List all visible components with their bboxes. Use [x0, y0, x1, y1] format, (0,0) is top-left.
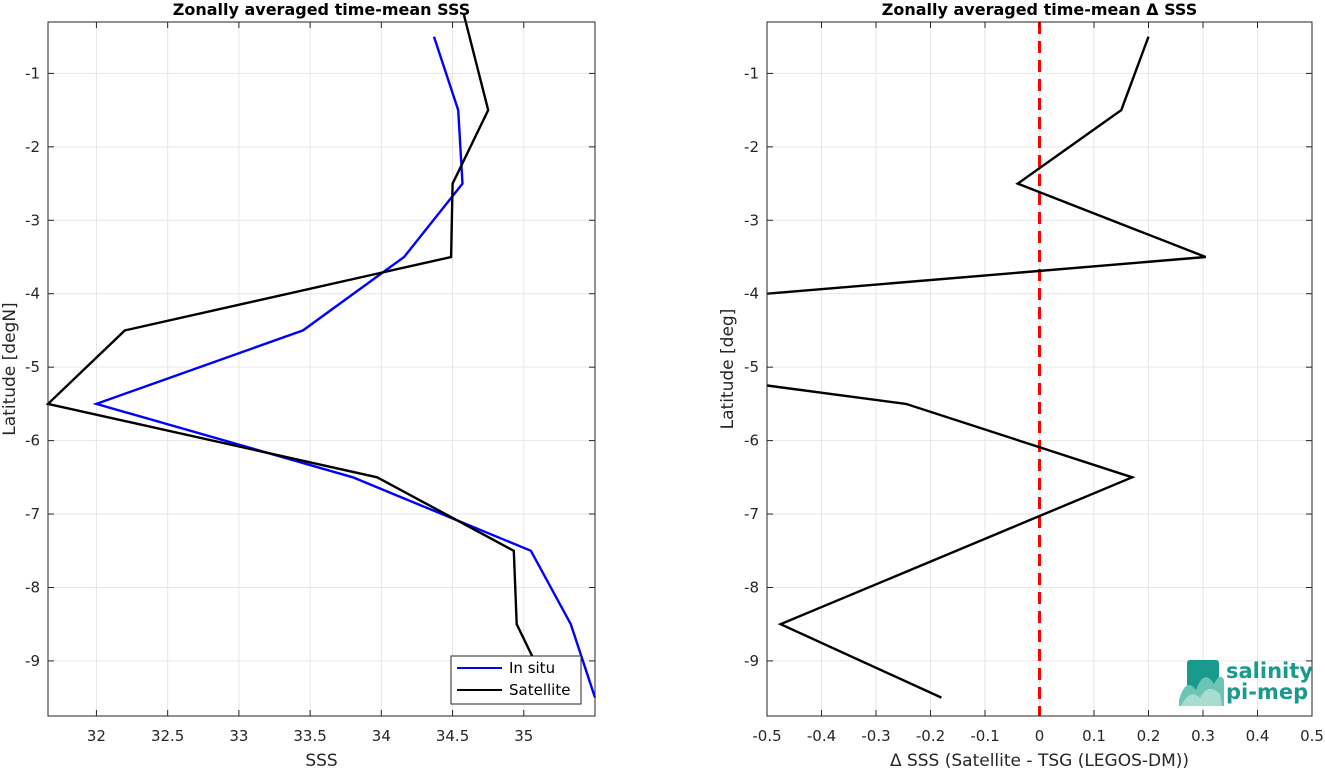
x-tick-label: 0.5: [1300, 727, 1324, 745]
x-tick-label: 32.5: [151, 727, 184, 745]
delta-sss-line: [766, 36, 1207, 295]
x-tick-label: 34: [372, 727, 391, 745]
delta-chart-title: Zonally averaged time-mean Δ SSS: [882, 0, 1198, 19]
x-tick-label: -0.3: [861, 727, 890, 745]
sss-series: [45, 14, 597, 699]
salinity-pi-mep-logo: salinity pi-mep: [1179, 659, 1313, 706]
y-tick-label: -6: [744, 432, 759, 450]
y-tick-label: -7: [25, 505, 40, 523]
x-tick-label: 33.5: [293, 727, 326, 745]
sss-x-axis-label: SSS: [305, 751, 337, 769]
sss-panel: 32 32.5 33 33.5 34 34.5 35 -1 -2 -3 -4 -5 -6 -7 -8 -9 Z…: [0, 0, 597, 769]
y-tick-label: -8: [744, 578, 759, 596]
y-tick-label: -4: [744, 285, 759, 303]
x-tick-label: -0.2: [916, 727, 945, 745]
legend-label-satellite: Satellite: [509, 681, 570, 699]
delta-series: [766, 22, 1207, 716]
x-tick-label: 0.4: [1246, 727, 1270, 745]
sss-grid: [48, 22, 595, 716]
y-tick-label: -3: [744, 211, 759, 229]
sss-plot-area: [48, 22, 595, 716]
delta-y-axis-label: Latitude [deg]: [718, 309, 738, 430]
x-tick-label: 0.1: [1082, 727, 1106, 745]
satellite-line: [45, 14, 554, 699]
y-tick-label: -8: [25, 578, 40, 596]
y-tick-label: -2: [25, 138, 40, 156]
in-situ-line: [92, 36, 597, 698]
x-tick-label: 0.3: [1191, 727, 1215, 745]
sss-legend: In situ Satellite: [450, 655, 582, 705]
delta-sss-line: [766, 384, 1136, 699]
sss-plot-frame: [47, 21, 596, 717]
sss-chart-title: Zonally averaged time-mean SSS: [173, 0, 471, 19]
y-tick-label: -5: [25, 358, 40, 376]
x-tick-label: 33: [229, 727, 248, 745]
sss-ticks: 32 32.5 33 33.5 34 34.5 35 -1 -2 -3 -4 -5 -6 -7 -8 -9: [25, 22, 595, 745]
delta-x-axis-label: Δ SSS (Satellite - TSG (LEGOS-DM)): [890, 751, 1189, 769]
y-tick-label: -3: [25, 211, 40, 229]
x-tick-label: -0.5: [752, 727, 781, 745]
y-tick-label: -1: [25, 64, 40, 82]
x-tick-label: 32: [87, 727, 106, 745]
delta-sss-panel: -0.5 -0.4 -0.3 -0.2 -0.1 0 0.1 0.2 0.3 0.4 0.5 -1 -2…: [718, 0, 1324, 769]
y-tick-label: -6: [25, 432, 40, 450]
legend-box: [450, 655, 582, 705]
x-tick-label: 34.5: [436, 727, 469, 745]
x-tick-label: -0.1: [970, 727, 999, 745]
x-tick-label: 0.2: [1137, 727, 1161, 745]
y-tick-label: -5: [744, 358, 759, 376]
x-tick-label: 35: [514, 727, 533, 745]
legend-label-in-situ: In situ: [509, 659, 555, 677]
x-tick-label: -0.4: [807, 727, 836, 745]
y-tick-label: -9: [744, 652, 759, 670]
logo-text-line1: salinity: [1226, 659, 1313, 683]
x-tick-label: 0: [1035, 727, 1045, 745]
delta-ticks: -0.5 -0.4 -0.3 -0.2 -0.1 0 0.1 0.2 0.3 0.4 0.5 -1 -2…: [744, 22, 1324, 745]
y-tick-label: -2: [744, 138, 759, 156]
y-tick-label: -7: [744, 505, 759, 523]
y-tick-label: -1: [744, 64, 759, 82]
logo-wave-icon: [1179, 660, 1224, 706]
y-tick-label: -9: [25, 652, 40, 670]
sss-y-axis-label: Latitude [degN]: [0, 302, 20, 435]
logo-text-line2: pi-mep: [1226, 680, 1308, 704]
y-tick-label: -4: [25, 285, 40, 303]
